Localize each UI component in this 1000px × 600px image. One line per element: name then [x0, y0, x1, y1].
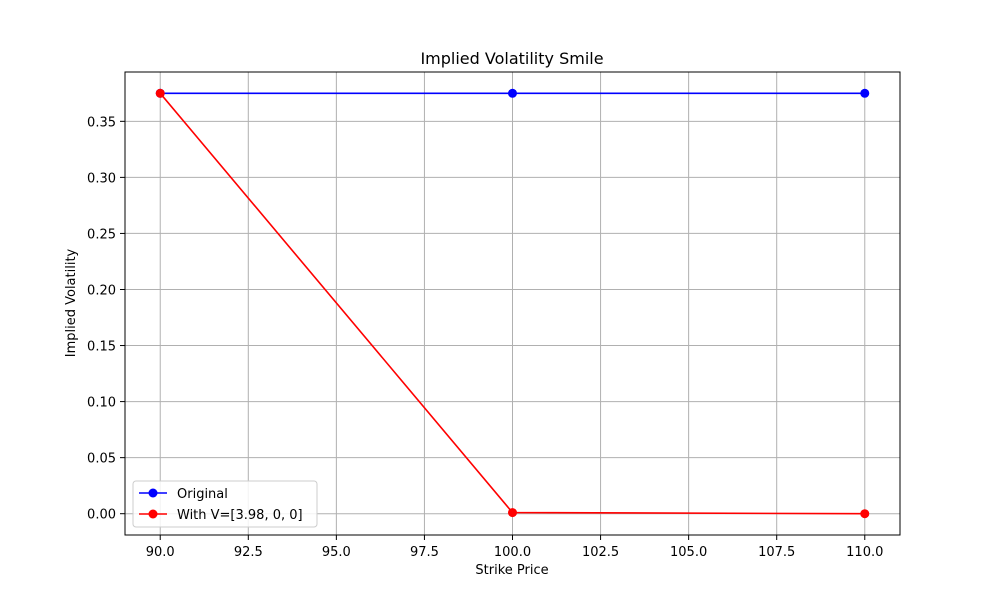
x-axis-ticks: 90.0 92.5 95.0 97.5 100.0 102.5 105.0 107.5 110.…	[146, 535, 883, 560]
chart-title: Implied Volatility Smile	[420, 49, 603, 68]
x-tick-label: 92.5	[234, 545, 263, 560]
data-point	[860, 88, 870, 98]
x-tick-label: 100.0	[494, 545, 531, 560]
legend-box	[132, 480, 318, 528]
legend: Original With V=[3.98, 0, 0]	[132, 480, 318, 528]
grid	[125, 72, 900, 535]
y-tick-label: 0.25	[87, 227, 116, 242]
series-lines	[155, 88, 870, 519]
y-tick-label: 0.15	[87, 340, 116, 355]
x-tick-label: 105.0	[670, 545, 707, 560]
y-tick-label: 0.10	[87, 396, 116, 411]
data-point	[155, 88, 165, 98]
legend-label: Original	[177, 487, 228, 502]
y-tick-label: 0.35	[87, 115, 116, 130]
legend-swatch-marker	[148, 488, 158, 498]
data-point	[508, 88, 517, 98]
y-axis-ticks: 0.00 0.05 0.10 0.15 0.20 0.25 0.30 0.35	[87, 115, 125, 523]
y-tick-label: 0.20	[87, 283, 116, 298]
plot-area-frame	[124, 71, 901, 536]
x-tick-label: 97.5	[410, 545, 439, 560]
x-tick-label: 95.0	[322, 545, 351, 560]
x-tick-label: 107.5	[758, 545, 795, 560]
y-tick-label: 0.05	[87, 452, 116, 467]
x-tick-label: 110.0	[846, 545, 883, 560]
x-tick-label: 102.5	[582, 545, 619, 560]
y-tick-label: 0.30	[87, 171, 116, 186]
x-tick-label: 90.0	[146, 545, 175, 560]
legend-swatch-marker	[148, 509, 158, 519]
data-point	[860, 509, 870, 519]
y-tick-label: 0.00	[87, 508, 116, 523]
legend-label: With V=[3.98, 0, 0]	[177, 508, 303, 523]
y-axis-label: Implied Volatility	[64, 248, 79, 357]
data-point	[508, 508, 517, 518]
x-axis-label: Strike Price	[475, 563, 548, 578]
